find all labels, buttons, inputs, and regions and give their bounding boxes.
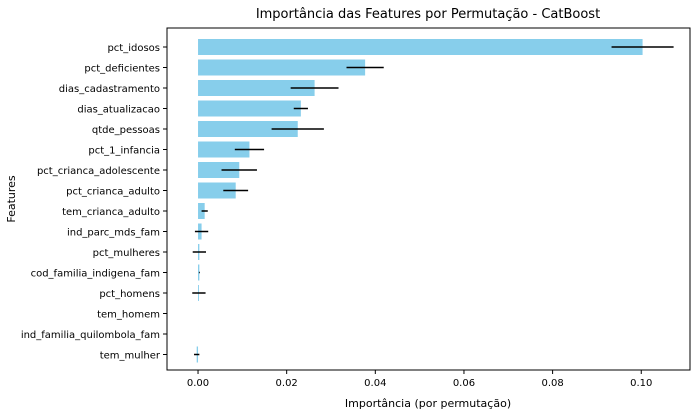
y-tick-label: pct_deficientes: [84, 64, 160, 75]
bar-qtde-pessoas: [198, 121, 298, 137]
y-tick-label: ind_parc_mds_fam: [67, 228, 160, 239]
y-tick-label: pct_crianca_adolescente: [37, 166, 160, 177]
y-tick-label: tem_mulher: [100, 351, 161, 362]
x-tick-label: 0.02: [276, 378, 298, 389]
x-tick-label: 0.06: [453, 378, 475, 389]
chart-title: Importância das Features por Permutação …: [256, 7, 600, 22]
bar-pct-1-infancia: [198, 141, 250, 158]
y-tick-label: dias_cadastramento: [59, 84, 160, 95]
plot-frame: [166, 27, 691, 371]
x-tick-label: 0.00: [187, 378, 209, 389]
y-tick-label: pct_1_infancia: [88, 146, 160, 157]
x-tick-label: 0.10: [630, 378, 652, 389]
bar-pct-crianca-adolescente: [198, 162, 240, 178]
y-axis: pct_idosos pct_deficientes dias_cadastrame…: [21, 43, 167, 362]
y-tick-label: qtde_pessoas: [92, 125, 160, 136]
x-axis: 0.00 0.02 0.04 0.06 0.08 0.10: [187, 370, 652, 389]
y-tick-label: tem_crianca_adulto: [62, 207, 160, 218]
bar-pct-idosos: [198, 39, 643, 55]
y-tick-label: tem_homem: [97, 310, 160, 321]
y-tick-label: pct_crianca_adulto: [66, 187, 160, 198]
error-bars-group: [192, 46, 674, 356]
y-tick-label: ind_familia_quilombola_fam: [21, 330, 160, 341]
y-tick-label: cod_familia_indigena_fam: [31, 269, 160, 280]
x-axis-label: Importância (por permutação): [345, 397, 511, 410]
bar-cod-familia-indigena-fam: [198, 264, 200, 281]
y-tick-label: pct_homens: [99, 289, 160, 300]
y-tick-label: dias_atualizacao: [77, 105, 160, 116]
bar-pct-crianca-adulto: [198, 182, 236, 199]
bar-pct-deficientes: [198, 59, 366, 76]
bar-tem-crianca-adulto: [198, 203, 205, 219]
bar-dias-cadastramento: [198, 80, 315, 96]
y-tick-label: pct_idosos: [107, 43, 160, 54]
y-axis-label: Features: [5, 175, 18, 223]
bars-group: [196, 39, 643, 363]
y-tick-label: pct_mulheres: [93, 248, 160, 259]
bar-dias-atualizacao: [198, 100, 301, 117]
x-tick-label: 0.08: [541, 378, 563, 389]
x-tick-label: 0.04: [364, 378, 386, 389]
